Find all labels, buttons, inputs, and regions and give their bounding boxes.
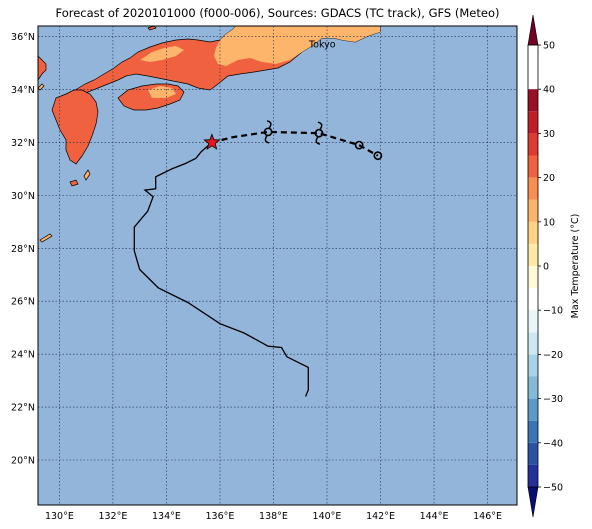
city-label-tokyo: Tokyo	[308, 40, 336, 51]
lon-tick-label: 144°E	[420, 511, 449, 522]
colorbar-segment	[528, 310, 538, 333]
lon-tick-label: 140°E	[313, 511, 342, 522]
gridlines	[38, 26, 517, 505]
land-islet-3	[39, 233, 53, 243]
plot-frame	[37, 25, 518, 506]
colorbar-max-arrow	[527, 14, 539, 46]
land-layer	[38, 26, 381, 243]
low-pressure-symbol-icon	[354, 140, 364, 150]
typhoon-symbol-icon	[263, 120, 273, 144]
land-islet-4	[147, 26, 157, 31]
colorbar-segment	[528, 177, 538, 200]
colorbar-segment	[528, 442, 538, 465]
colorbar-tick-label: 20	[543, 173, 555, 184]
latitude-ticks: 20°N 22°N 24°N 26°N 28°N 30°N 32°N 34°N 36°N	[11, 32, 35, 466]
lat-tick-label: 28°N	[11, 244, 35, 255]
colorbar-min-arrow	[527, 486, 539, 518]
lat-tick-label: 32°N	[11, 138, 35, 149]
colorbar-tick-label: 10	[543, 217, 555, 228]
lon-tick-label: 142°E	[366, 511, 395, 522]
colorbar-segment	[528, 266, 538, 289]
land-korea	[38, 55, 47, 81]
lon-tick-label: 134°E	[152, 511, 181, 522]
colorbar-segment	[528, 155, 538, 178]
lon-tick-label: 130°E	[45, 511, 74, 522]
lat-tick-label: 22°N	[11, 403, 35, 414]
colorbar-tick-label: −30	[543, 394, 563, 405]
ocean-area	[38, 26, 517, 505]
colorbar-segment	[528, 243, 538, 266]
longitude-ticks: 130°E 132°E 134°E 136°E 138°E 140°E 142°E 144°E…	[45, 511, 502, 522]
colorbar-ticks: −50 −40 −30 −20 −10 0 10 20 30 40 50	[538, 41, 563, 494]
lat-tick-label: 20°N	[11, 456, 35, 467]
land-honshu-warm-west	[140, 46, 184, 62]
lat-tick-label: 24°N	[11, 350, 35, 361]
colorbar-segment	[528, 199, 538, 222]
forecast-markers	[263, 120, 383, 161]
colorbar-segment	[528, 221, 538, 244]
colorbar-segment	[528, 420, 538, 443]
colorbar-tick-label: −20	[543, 350, 563, 361]
colorbar-tick-label: 50	[543, 41, 555, 52]
land-kyushu	[51, 89, 99, 165]
low-pressure-symbol-icon	[373, 151, 383, 161]
current-position-star-icon	[203, 133, 221, 150]
lat-tick-label: 36°N	[11, 32, 35, 43]
lon-tick-label: 146°E	[473, 511, 502, 522]
colorbar-tick-label: 0	[543, 262, 549, 273]
land-shikoku-warm	[148, 86, 176, 98]
colorbar-tick-label: 40	[543, 85, 555, 96]
colorbar-tick-label: 30	[543, 129, 555, 140]
land-islet-1	[69, 179, 79, 187]
lon-tick-label: 136°E	[206, 511, 235, 522]
colorbar-tick-label: −40	[543, 438, 563, 449]
colorbar-segment	[528, 464, 538, 487]
land-islet-2	[83, 169, 91, 181]
lon-tick-label: 132°E	[98, 511, 127, 522]
colorbar-segment	[528, 332, 538, 355]
past-track-line	[133, 141, 309, 397]
lat-tick-label: 30°N	[11, 191, 35, 202]
map-title: Forecast of 2020101000 (f000-006), Sourc…	[55, 6, 500, 20]
lat-tick-label: 26°N	[11, 297, 35, 308]
typhoon-symbol-icon	[314, 121, 324, 145]
colorbar-tick-label: −10	[543, 306, 563, 317]
colorbar-segment	[528, 111, 538, 134]
colorbar-segment	[528, 89, 538, 112]
colorbar-segment	[528, 133, 538, 156]
colorbar-segment	[528, 398, 538, 421]
lon-tick-label: 138°E	[259, 511, 288, 522]
colorbar-segment	[528, 376, 538, 399]
colorbar-segment	[528, 354, 538, 377]
colorbar-label: Max Temperature (°C)	[570, 214, 581, 319]
colorbar	[527, 14, 539, 518]
colorbar-tick-label: −50	[543, 483, 563, 494]
colorbar-segment	[528, 288, 538, 311]
land-honshu-warm	[214, 26, 380, 66]
lat-tick-label: 34°N	[11, 85, 35, 96]
